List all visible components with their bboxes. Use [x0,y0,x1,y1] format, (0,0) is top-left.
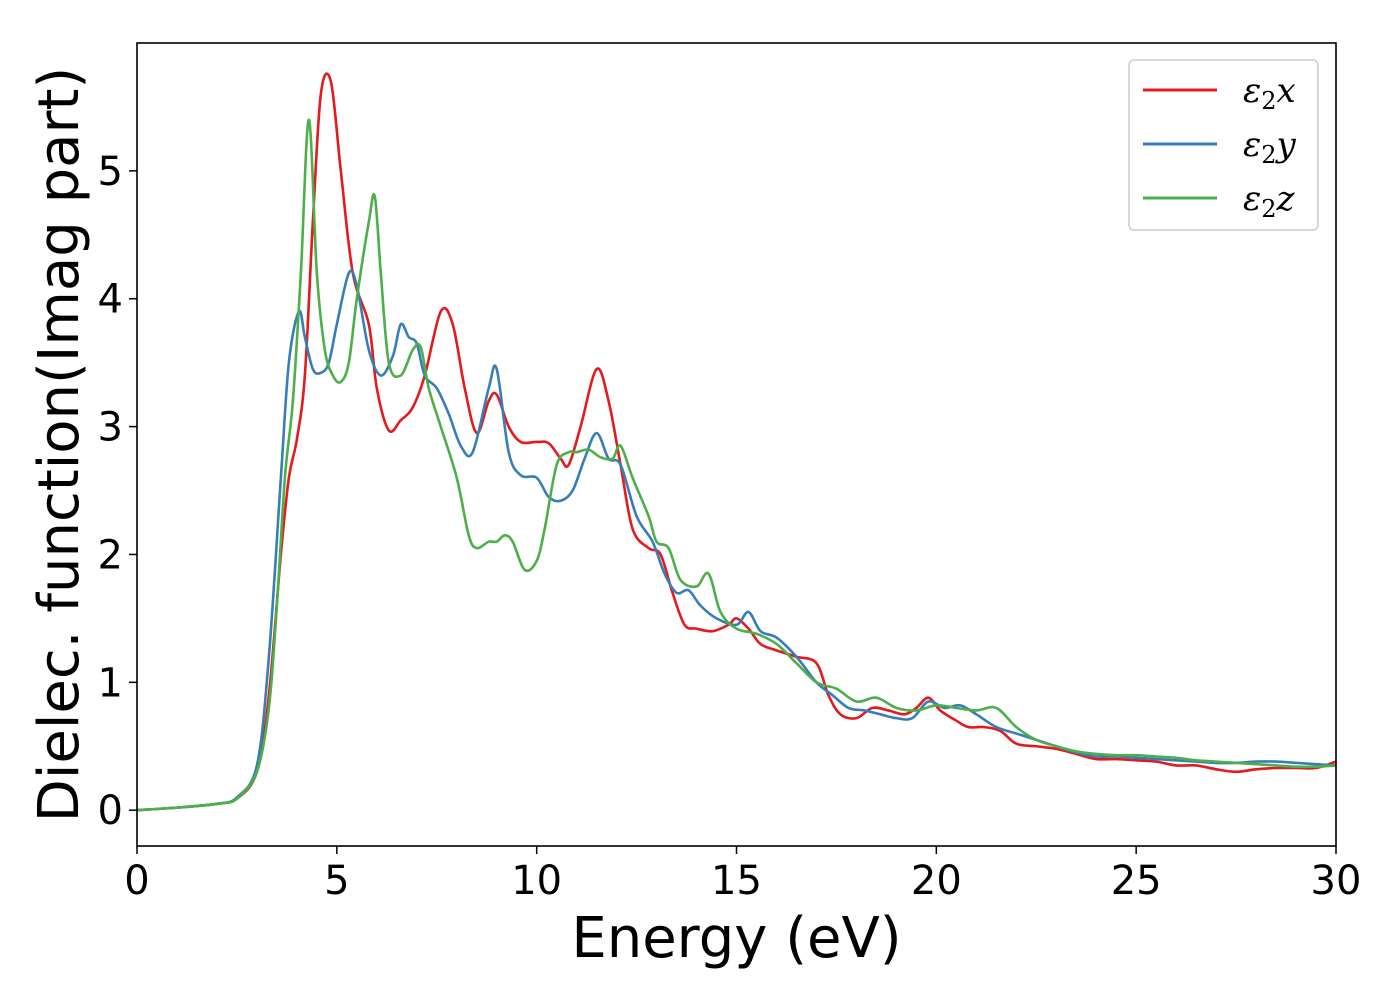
y-tick-label: 1 [98,660,123,706]
legend: ε2x ε2y ε2z [1128,59,1319,231]
y-tick-label: 0 [98,788,123,834]
series-layer [137,72,1336,812]
legend-box [1128,59,1319,231]
y-axis-ticks: 0 1 2 3 4 5 [98,149,137,834]
x-axis-ticks: 0 5 10 15 20 25 30 [124,846,1361,904]
y-axis-label: Dielec. function(Imag part) [27,67,92,823]
legend-label-y: ε2y [1243,125,1297,169]
legend-label-x: ε2x [1243,71,1296,115]
y-tick-label: 4 [98,277,123,323]
x-tick-label: 15 [711,858,762,904]
x-tick-label: 5 [324,858,349,904]
x-tick-label: 25 [1111,858,1162,904]
series-line-z [137,118,1336,812]
x-tick-label: 10 [511,858,562,904]
x-tick-label: 20 [911,858,962,904]
y-tick-label: 2 [98,532,123,578]
legend-label-z: ε2z [1243,179,1296,223]
x-tick-label: 30 [1311,858,1362,904]
y-tick-label: 3 [98,405,123,451]
y-tick-label: 5 [98,149,123,195]
x-axis-label: Energy (eV) [571,906,901,971]
x-tick-label: 0 [124,858,149,904]
